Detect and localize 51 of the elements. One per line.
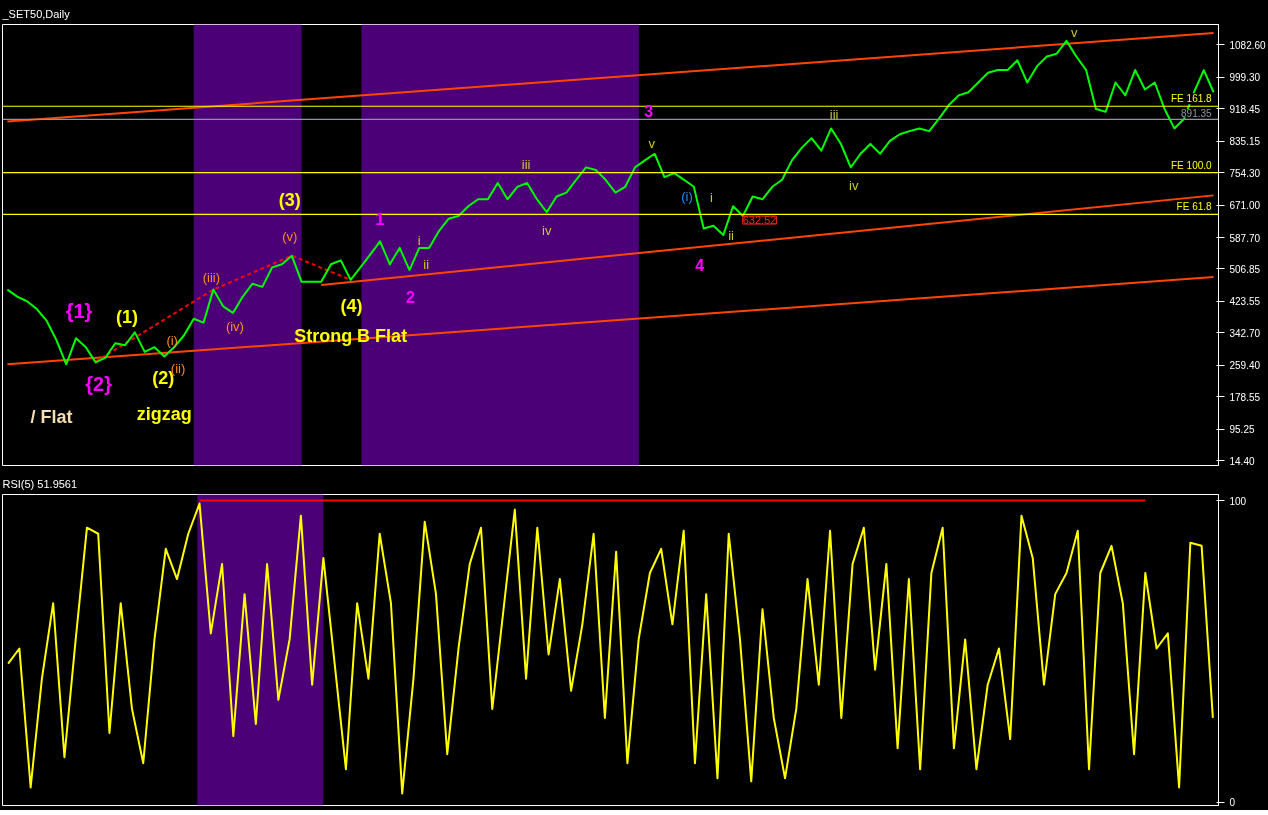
annotation: (i) <box>681 189 693 205</box>
chart-title: RSI(5) 51.9561 <box>2 477 78 490</box>
annotation: iii <box>521 157 531 173</box>
ref-line-label: 891.35 <box>1181 108 1213 120</box>
annotation: i <box>417 232 421 248</box>
annotation: 4 <box>695 257 705 275</box>
y-tick-label: 423.55 <box>1229 296 1261 308</box>
y-tick-label: 999.30 <box>1229 72 1261 84</box>
y-tick-label: 0 <box>1229 797 1236 809</box>
y-tick-label: 95.25 <box>1229 424 1255 436</box>
y-tick-label: 671.00 <box>1229 200 1261 212</box>
annotation: iv <box>542 222 552 238</box>
annotation: (4) <box>340 296 363 317</box>
annotation: ii <box>423 256 430 272</box>
ref-line-label: FE 100.0 <box>1171 159 1213 171</box>
y-tick-label: 342.70 <box>1229 327 1261 339</box>
annotation: v <box>648 136 656 152</box>
annotation: i <box>710 189 714 205</box>
y-tick-label: 587.70 <box>1229 232 1261 244</box>
annotation: 632.52 <box>742 214 777 227</box>
ref-line-label: FE 61.8 <box>1176 201 1213 213</box>
y-tick-label: 754.30 <box>1229 167 1261 179</box>
y-tick-label: 835.15 <box>1229 136 1261 148</box>
annotation: ii <box>728 227 735 243</box>
ref-line-label: FE 161.8 <box>1171 93 1213 105</box>
annotation: {1} <box>65 299 93 322</box>
annotation: (3) <box>278 189 301 210</box>
annotation: 2 <box>406 289 415 307</box>
annotation: (iii) <box>202 269 221 285</box>
annotation: {2} <box>85 373 113 396</box>
annotation: iii <box>829 107 839 123</box>
annotation: 1 <box>375 210 385 228</box>
annotation: / Flat <box>30 406 73 427</box>
annotation: iv <box>849 178 859 194</box>
annotation: 3 <box>644 103 654 121</box>
y-tick-label: 259.40 <box>1229 360 1261 372</box>
y-tick-label: 1082.60 <box>1229 39 1267 51</box>
annotation: (1) <box>116 306 139 327</box>
line-series <box>6 39 1215 366</box>
y-tick-label: 14.40 <box>1229 455 1255 467</box>
y-tick-label: 178.55 <box>1229 391 1261 403</box>
y-tick-label: 506.85 <box>1229 264 1261 275</box>
annotation: v <box>1071 24 1079 40</box>
annotation: zigzag <box>136 404 192 425</box>
y-tick-label: 100 <box>1229 495 1247 507</box>
y-tick-label: 918.45 <box>1229 103 1261 115</box>
line-series <box>7 502 1214 795</box>
chart-title: _SET50,Daily <box>1 7 71 20</box>
annotation: (iv) <box>225 319 244 335</box>
annotation: (v) <box>282 228 298 244</box>
annotation: (i) <box>166 332 178 348</box>
